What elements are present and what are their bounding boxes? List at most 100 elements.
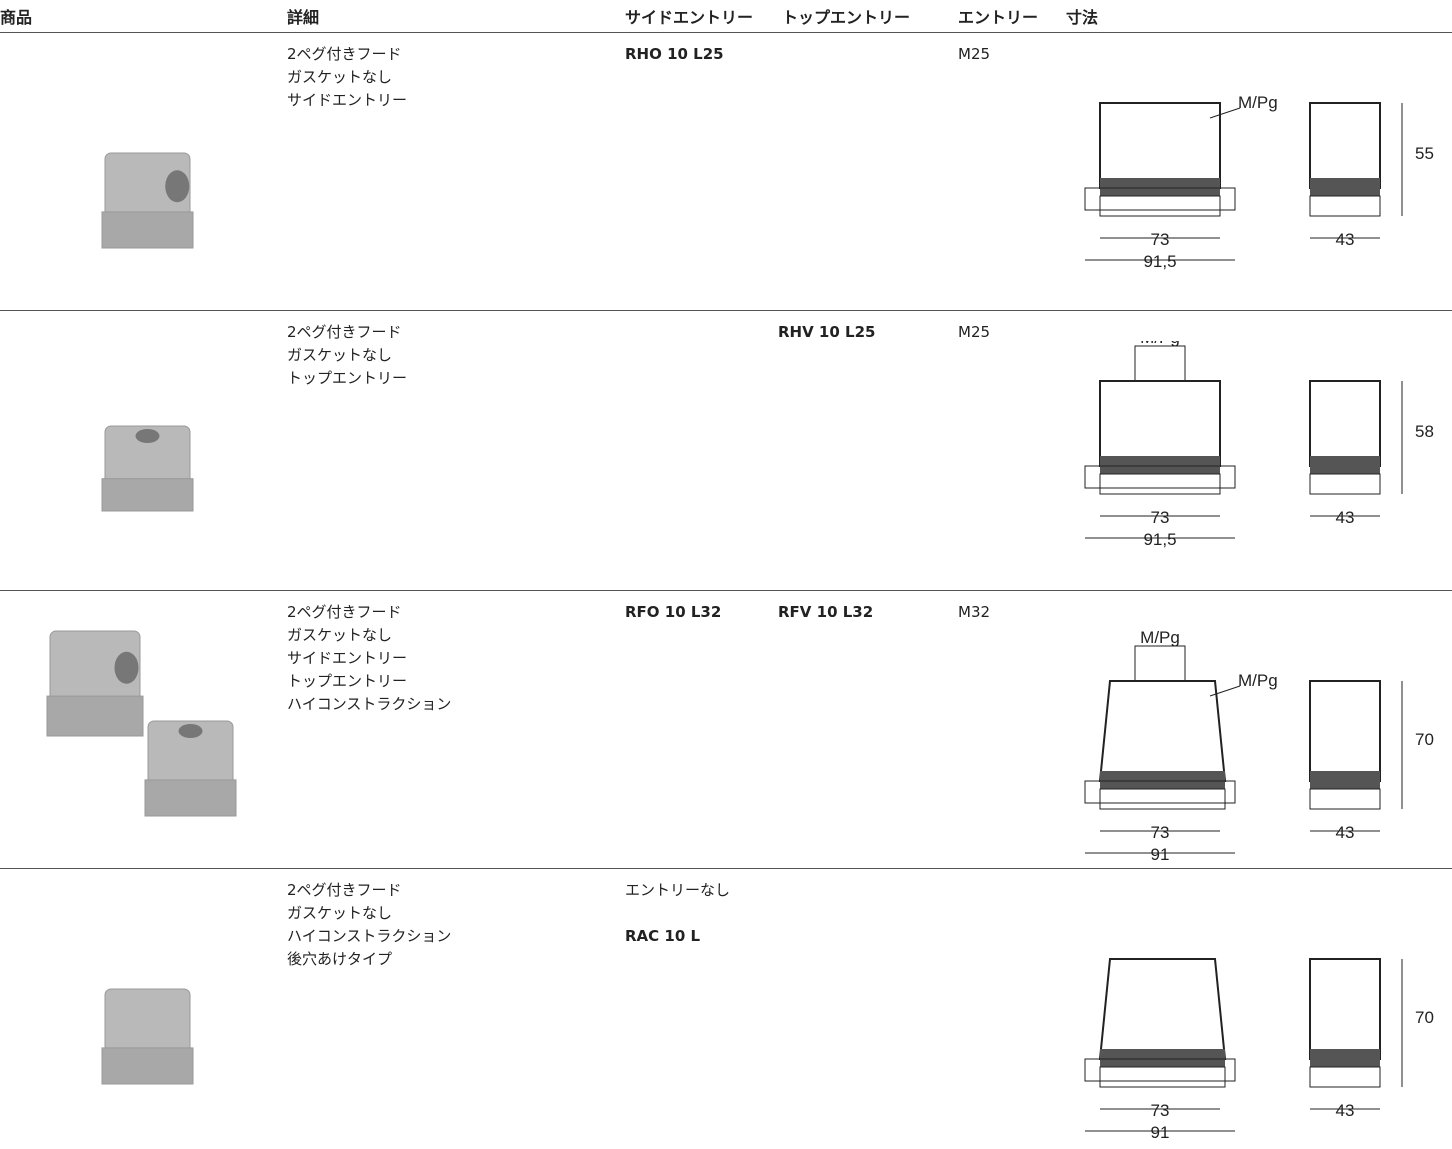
front-band [1100, 771, 1225, 789]
details: 2ペグ付きフード ガスケットなし サイドエントリー トップエントリーハイコンストラクシ… [287, 601, 451, 716]
product-image [46, 630, 237, 817]
table-row: 2ペグ付きフード ガスケットなし サイドエントリー トップエントリーハイコンストラクシ… [0, 590, 1452, 870]
dimension-drawing: 73 91,5 M/Pg 58 43 [1084, 341, 1434, 549]
front-flange [1084, 1058, 1236, 1082]
hood-hole [165, 170, 190, 203]
side-band [1310, 178, 1380, 196]
side-band [1310, 771, 1380, 789]
details: 2ペグ付きフード ガスケットなしハイコンストラクション 後穴あけタイプ [287, 879, 451, 971]
dim-label: 73 [1151, 1101, 1170, 1120]
hood-base [144, 779, 237, 817]
dim-label: M/Pg [1238, 93, 1278, 112]
dim-label: M/Pg [1140, 341, 1180, 347]
hood-base [101, 1047, 194, 1085]
dim-label: M/Pg [1140, 628, 1180, 647]
detail-line: ガスケットなし [287, 626, 393, 644]
dim-label: 91,5 [1143, 530, 1176, 549]
front-flange [1084, 780, 1236, 804]
side-band [1310, 1049, 1380, 1067]
front-body [1098, 958, 1227, 1060]
table-row: 2ペグ付きフード ガスケットなし トップエントリー RHV 10 L25 M25 73 91… [0, 310, 1452, 590]
dim-label: 73 [1151, 230, 1170, 249]
details: 2ペグ付きフード ガスケットなし サイドエントリー [287, 43, 407, 112]
side-entry: RHO 10 L25 [625, 45, 724, 63]
top-entry: RHV 10 L25 [778, 323, 876, 341]
dim-label: 43 [1336, 1101, 1355, 1120]
header-cell: エントリー [958, 8, 1039, 27]
detail-line: ハイコンストラクション [287, 927, 452, 945]
detail-line: 2ペグ付きフード [287, 881, 402, 899]
entry: M25 [958, 45, 991, 63]
front-body [1099, 380, 1221, 467]
front-base [1099, 1066, 1226, 1088]
product-image [101, 425, 194, 512]
header-cell: トップエントリー [782, 8, 911, 27]
hood-hole [135, 429, 160, 443]
side-base [1309, 195, 1381, 217]
header-cell: サイドエントリー [625, 8, 754, 27]
hood-base [101, 478, 194, 512]
front-band [1100, 178, 1220, 196]
header-cell: 寸法 [1066, 8, 1099, 27]
side-note: エントリーなし [625, 881, 731, 899]
detail-line: 後穴あけタイプ [287, 950, 393, 968]
detail-line: 2ペグ付きフード [287, 45, 402, 63]
side-base [1309, 788, 1381, 810]
detail-line: 2ペグ付きフード [287, 603, 402, 621]
detail-line: 2ペグ付きフード [287, 323, 402, 341]
dim-line [1209, 685, 1241, 697]
detail-line: ガスケットなし [287, 904, 393, 922]
dim-label: 91 [1151, 845, 1170, 864]
header-cell: 詳細 [287, 8, 320, 27]
detail-line: トップエントリー [287, 369, 408, 387]
top-entry-neck [1134, 345, 1186, 382]
header-cell: 商品 [0, 8, 33, 27]
dim-label: M/Pg [1238, 671, 1278, 690]
hood-hole [178, 724, 203, 738]
front-base [1099, 195, 1221, 217]
side-body [1309, 102, 1381, 189]
detail-line: ガスケットなし [287, 346, 393, 364]
dim-label: 43 [1336, 823, 1355, 842]
side-body [1309, 680, 1381, 782]
detail-line: トップエントリー [287, 672, 408, 690]
detail-line: ハイコンストラクション [287, 695, 452, 713]
side-base [1309, 473, 1381, 495]
hood-hole [114, 651, 139, 684]
entry: M25 [958, 323, 991, 341]
front-band [1100, 1049, 1225, 1067]
dim-label: 73 [1151, 508, 1170, 527]
front-flange [1084, 187, 1236, 211]
front-flange [1084, 465, 1236, 489]
hood-base [101, 211, 194, 249]
dimension-drawing: 73 91 70 43 [1084, 958, 1434, 1142]
table-row: 2ペグ付きフード ガスケットなしハイコンストラクション 後穴あけタイプ エントリーなし… [0, 868, 1452, 1148]
side-band [1310, 456, 1380, 474]
dim-label: 43 [1336, 230, 1355, 249]
table-row: 2ペグ付きフード ガスケットなし サイドエントリー RHO 10 L25 M25 73 91… [0, 32, 1452, 312]
side-body [1309, 380, 1381, 467]
dim-label: 73 [1151, 823, 1170, 842]
front-base [1099, 473, 1221, 495]
product-image [101, 988, 194, 1085]
hood-base [46, 695, 144, 737]
top-entry: RFV 10 L32 [778, 603, 874, 621]
front-body [1099, 102, 1221, 189]
front-base [1099, 788, 1226, 810]
dim-label: 43 [1336, 508, 1355, 527]
dim-label: 70 [1415, 1008, 1434, 1027]
dim-label: 70 [1415, 730, 1434, 749]
dim-line [1209, 107, 1241, 119]
dim-label: 91 [1151, 1123, 1170, 1142]
detail-line: サイドエントリー [287, 91, 408, 109]
detail-line: サイドエントリー [287, 649, 408, 667]
entry: M32 [958, 603, 991, 621]
front-band [1100, 456, 1220, 474]
detail-line: ガスケットなし [287, 68, 393, 86]
dim-label: 91,5 [1143, 252, 1176, 271]
side-entry: RAC 10 L [625, 927, 701, 945]
side-entry: RFO 10 L32 [625, 603, 722, 621]
dim-label: 58 [1415, 422, 1434, 441]
top-entry-neck [1134, 645, 1186, 682]
